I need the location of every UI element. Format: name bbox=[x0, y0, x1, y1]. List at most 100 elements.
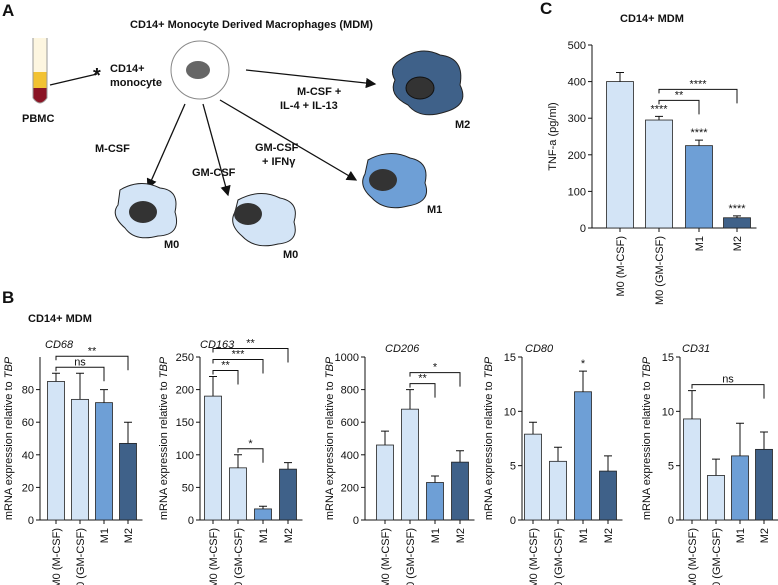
y-tick-label: 60 bbox=[22, 417, 34, 429]
bar bbox=[731, 455, 749, 521]
y-axis-label-part: mRNA expression relative to bbox=[158, 378, 170, 520]
arrow bbox=[245, 69, 377, 89]
bracket bbox=[55, 366, 105, 382]
y-tick-label: 250 bbox=[176, 352, 194, 364]
error-bar bbox=[431, 475, 439, 483]
error-bar bbox=[234, 454, 242, 468]
x-tick-label: M2 bbox=[455, 528, 467, 543]
chart-title: CD206 bbox=[385, 343, 420, 355]
bracket bbox=[212, 359, 264, 374]
x-tick-label: M2 bbox=[283, 528, 295, 543]
error-bar bbox=[736, 422, 744, 456]
x-tick-label: M0 (GM-CSF) bbox=[654, 236, 666, 305]
x-tick-label: M1 bbox=[694, 236, 706, 251]
bar bbox=[645, 119, 673, 229]
bar bbox=[279, 468, 297, 521]
y-tick-label: 0 bbox=[510, 515, 516, 527]
nucleus bbox=[369, 169, 397, 191]
y-tick-label: 20 bbox=[22, 482, 34, 494]
y-axis-label-part: TNF-a (pg/ml) bbox=[547, 102, 559, 170]
error-bar bbox=[604, 455, 612, 472]
y-tick-label: 10 bbox=[662, 406, 674, 418]
arrow bbox=[202, 103, 231, 197]
y-tick-label: 200 bbox=[176, 385, 194, 397]
y-axis-label-part: TBP bbox=[158, 356, 170, 378]
arrow bbox=[146, 103, 186, 190]
bracket bbox=[212, 348, 289, 363]
y-axis-label-part: mRNA expression relative to bbox=[324, 378, 336, 520]
significance: ** bbox=[675, 89, 684, 101]
panel-label: B bbox=[2, 288, 14, 307]
significance: ** bbox=[88, 345, 97, 357]
y-tick-label: 10 bbox=[504, 406, 516, 418]
x-tick-label: M0 (GM-CSF) bbox=[405, 528, 417, 585]
bar bbox=[451, 461, 469, 521]
bracket bbox=[658, 88, 738, 104]
bar bbox=[524, 433, 542, 521]
y-axis-label: mRNA expression relative to TBP bbox=[483, 356, 495, 520]
significance: *** bbox=[232, 349, 246, 361]
y-tick-label: 0 bbox=[28, 515, 34, 527]
panel-label: A bbox=[2, 1, 14, 20]
significance: * bbox=[248, 438, 253, 450]
y-tick-label: 100 bbox=[176, 450, 194, 462]
chart-title: CD163 bbox=[200, 339, 235, 351]
y-axis-label-part: TBP bbox=[641, 356, 653, 378]
x-tick-label: M2 bbox=[759, 528, 771, 543]
y-axis-label-part: TBP bbox=[3, 356, 15, 378]
y-tick-label: 50 bbox=[182, 482, 194, 494]
error-bar bbox=[381, 430, 389, 446]
tube bbox=[32, 38, 48, 104]
y-axis-label: mRNA expression relative to TBP bbox=[324, 356, 336, 520]
error-bar bbox=[712, 458, 720, 476]
y-tick-label: 80 bbox=[22, 385, 34, 397]
significance: * bbox=[433, 362, 438, 374]
x-tick-label: M2 bbox=[123, 528, 135, 543]
y-tick-label: 800 bbox=[341, 385, 359, 397]
y-tick-label: 0 bbox=[188, 515, 194, 527]
error-bar bbox=[655, 115, 663, 121]
error-bar bbox=[616, 71, 624, 82]
y-axis-label: TNF-a (pg/ml) bbox=[547, 102, 559, 170]
bar bbox=[549, 460, 567, 521]
error-bar bbox=[695, 139, 703, 146]
bar bbox=[254, 508, 272, 521]
label: M0 bbox=[164, 239, 179, 251]
y-axis-label-part: TBP bbox=[483, 356, 495, 378]
y-tick-label: 400 bbox=[341, 450, 359, 462]
y-axis-label-part: mRNA expression relative to bbox=[641, 378, 653, 520]
y-tick-label: 600 bbox=[341, 417, 359, 429]
bracket bbox=[409, 383, 436, 398]
bar bbox=[119, 442, 137, 521]
diagram-title: CD14+ Monocyte Derived Macrophages (MDM) bbox=[130, 19, 373, 31]
y-tick-label: 0 bbox=[668, 515, 674, 527]
y-axis-label-part: mRNA expression relative to bbox=[483, 378, 495, 520]
label: M0 bbox=[283, 249, 298, 261]
label: CD14+ bbox=[110, 63, 145, 75]
x-tick-label: M2 bbox=[732, 236, 744, 251]
y-axis-label-part: TBP bbox=[324, 356, 336, 378]
bar bbox=[204, 395, 222, 521]
label: monocyte bbox=[110, 77, 162, 89]
x-tick-label: M2 bbox=[603, 528, 615, 543]
connector bbox=[49, 73, 98, 86]
y-tick-label: 0 bbox=[580, 223, 586, 235]
y-axis-label: mRNA expression relative to TBP bbox=[641, 356, 653, 520]
bar bbox=[685, 145, 713, 229]
significance: **** bbox=[650, 103, 668, 115]
error-bar bbox=[529, 421, 537, 435]
y-tick-label: 300 bbox=[568, 113, 586, 125]
bar bbox=[376, 444, 394, 521]
y-tick-label: 15 bbox=[504, 352, 516, 364]
error-bar bbox=[259, 505, 267, 509]
error-bar bbox=[554, 446, 562, 462]
y-axis-label: mRNA expression relative to TBP bbox=[3, 356, 15, 520]
error-bar bbox=[406, 389, 414, 410]
error-bar bbox=[688, 390, 696, 419]
error-bar bbox=[733, 215, 741, 218]
error-bar bbox=[760, 431, 768, 450]
x-tick-label: M0 (M-CSF) bbox=[208, 528, 220, 585]
star-icon: * bbox=[93, 65, 101, 87]
label: GM-CSF bbox=[192, 167, 236, 179]
